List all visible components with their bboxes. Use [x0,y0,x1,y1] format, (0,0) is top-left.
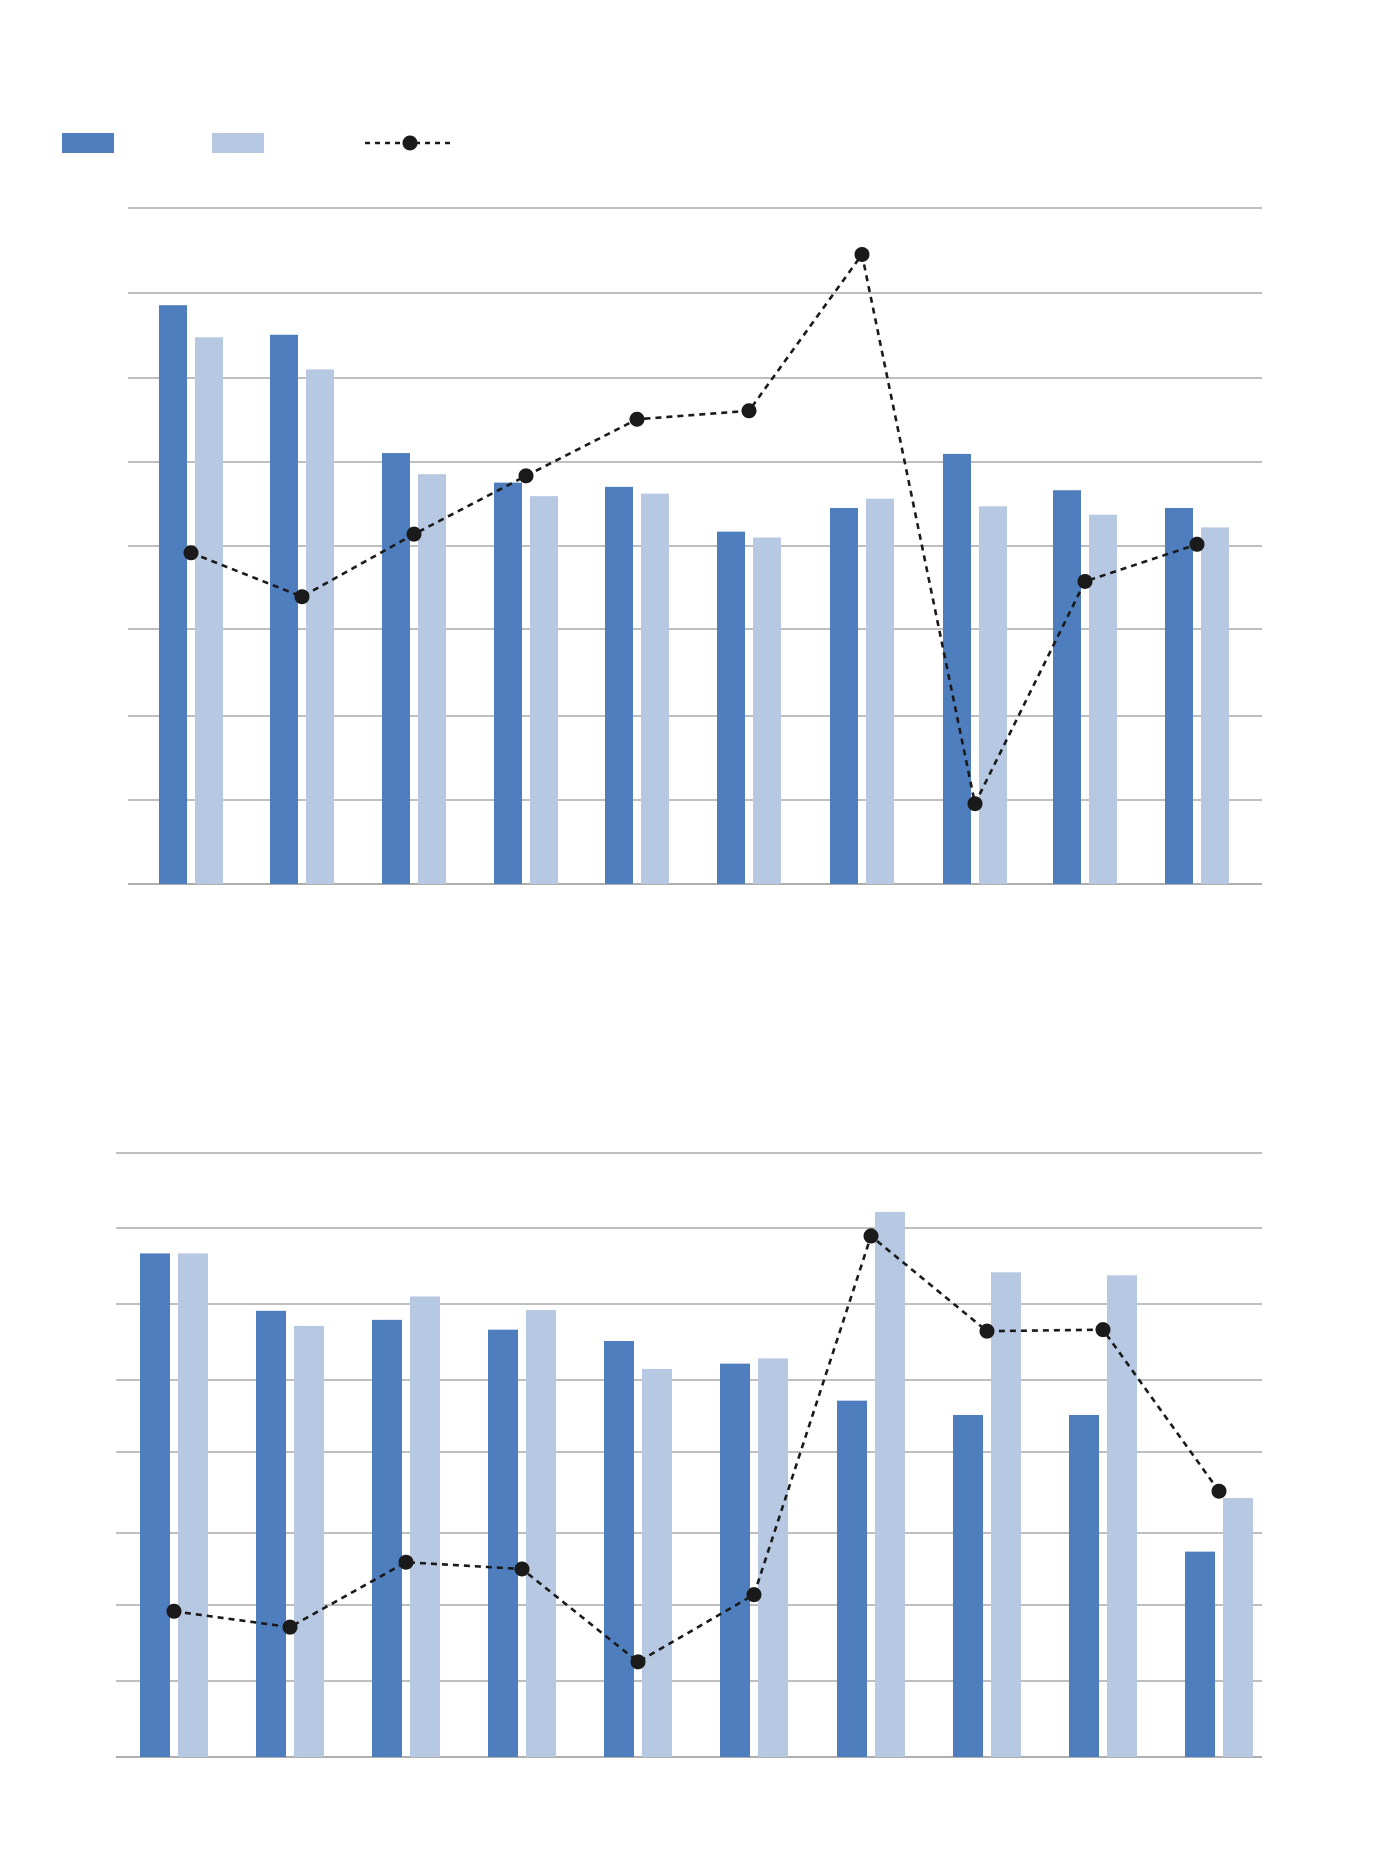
top-bar-series-a [717,531,745,884]
bottom-bar-series-a [604,1340,634,1757]
top-line-point [406,526,422,542]
bottom-line-point [746,1587,762,1603]
top-bar-series-a [1053,490,1081,884]
bottom-bar-series-a [953,1414,983,1757]
top-line-point [967,796,983,812]
legend-swatch-series-a [62,133,114,153]
top-line-point [294,589,310,605]
top-bar-series-b [979,506,1007,884]
top-bar-series-b [641,493,669,884]
bottom-bar-series-b [991,1272,1021,1757]
top-bar-series-a [605,486,633,884]
top-line-point [1189,536,1205,552]
top-bar-series-b [1201,527,1229,884]
top-bar-series-b [306,369,334,884]
bottom-line-point [1095,1322,1111,1338]
bottom-bar-series-a [140,1253,170,1757]
top-line-series [190,251,1198,808]
top-line-point [518,468,534,484]
bottom-bar-series-b [526,1310,556,1757]
bottom-bar-series-b [1223,1498,1253,1757]
bottom-bar-series-a [837,1400,867,1757]
bottom-line-point [398,1554,414,1570]
top-line-point [629,411,645,427]
chart-top [128,207,1262,885]
legend-swatch-series-b [212,133,264,153]
top-bar-series-b [418,474,446,884]
bottom-bar-series-b [294,1325,324,1757]
top-bar-series-a [270,334,298,884]
legend-line-marker [402,135,418,151]
legend [62,133,455,153]
top-bar-series-b [195,337,223,884]
bottom-bar-series-b [178,1253,208,1757]
bottom-line-point [514,1561,530,1577]
top-bar-series-a [830,507,858,884]
bottom-line-point [979,1323,995,1339]
bottom-line-point [282,1619,298,1635]
bottom-bar-series-b [1107,1275,1137,1757]
bottom-bar-series-a [1069,1414,1099,1757]
bottom-line-point [630,1654,646,1670]
top-bar-series-b [753,537,781,884]
top-line-point [741,403,757,419]
top-bar-series-a [159,305,187,884]
bottom-bar-series-a [488,1329,518,1757]
bottom-bar-series-b [410,1296,440,1757]
top-bar-series-a [1165,507,1193,884]
bottom-line-point [166,1603,182,1619]
bottom-bar-series-a [372,1319,402,1757]
top-bar-series-a [494,482,522,884]
bottom-bar-series-a [720,1363,750,1757]
bottom-bar-series-b [642,1368,672,1757]
top-bar-series-b [530,496,558,884]
bottom-line-series [173,1233,1221,1664]
bottom-line-point [863,1228,879,1244]
top-line-point [183,545,199,561]
top-bar-series-a [382,453,410,884]
bottom-line-point [1211,1483,1227,1499]
bottom-bar-series-b [758,1358,788,1757]
top-bar-series-b [866,498,894,884]
bottom-bar-series-b [875,1211,905,1757]
bottom-bar-series-a [256,1310,286,1757]
bottom-bar-series-a [1185,1551,1215,1757]
top-line-point [1077,573,1093,589]
top-line-point [854,246,870,262]
